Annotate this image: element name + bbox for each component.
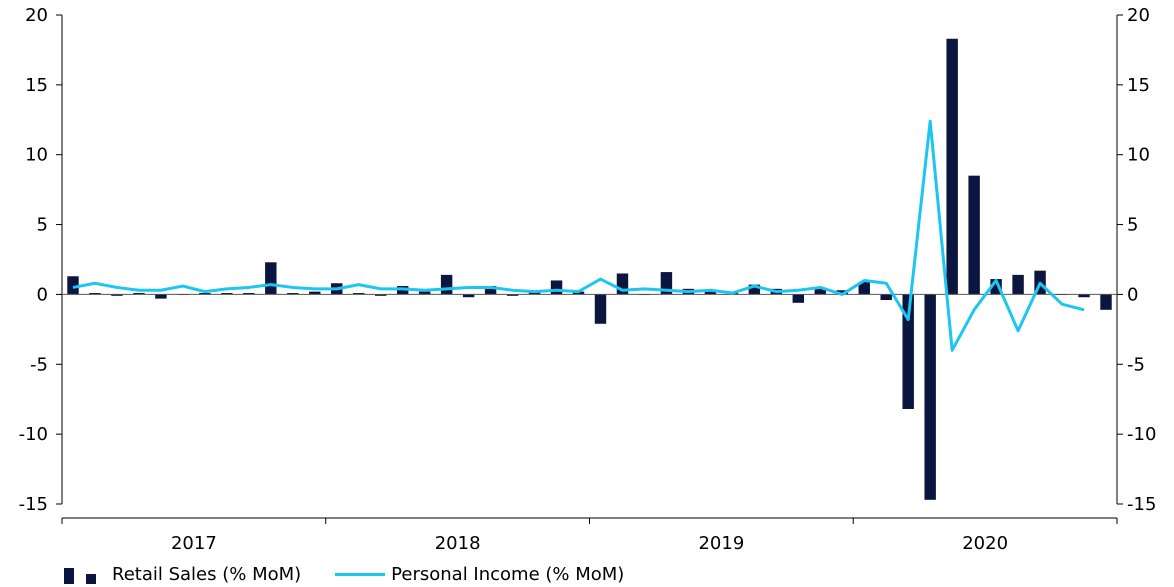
- retail-sales-bar: [1012, 274, 1024, 295]
- retail-sales-bar: [133, 293, 145, 295]
- retail-sales-bar: [792, 294, 805, 303]
- retail-sales-bar: [221, 293, 233, 295]
- retail-sales-bar: [616, 273, 629, 295]
- y-tick-label-right: 5: [1127, 215, 1138, 236]
- retail-sales-bar: [199, 293, 211, 295]
- y-tick-label-right: 10: [1127, 145, 1150, 166]
- retail-sales-bar: [924, 294, 936, 500]
- personal-income-line: [72, 119, 1085, 352]
- retail-sales-bar: [67, 276, 79, 295]
- retail-sales-swatch: [62, 564, 102, 584]
- retail-sales-bar: [902, 294, 914, 409]
- y-axis-left-ticks: 20 15 10 5 0 -5 -10 -15: [19, 5, 63, 515]
- y-axis-right-ticks: 20 15 10 5 0 -5 -10 -15: [1116, 5, 1156, 515]
- retail-sales-bar: [704, 290, 717, 295]
- retail-sales-bar: [418, 291, 431, 295]
- x-tick-label: 2017: [171, 533, 217, 554]
- x-tick-label: 2020: [962, 533, 1008, 554]
- y-tick-label-left: -15: [19, 494, 48, 515]
- y-tick-label-left: 0: [37, 284, 48, 305]
- y-tick-label-left: -5: [30, 354, 48, 375]
- x-axis-labels: 2017 2018 2019 2020: [171, 533, 1008, 554]
- retail-sales-bar: [374, 294, 387, 296]
- retail-sales-bar: [353, 293, 365, 295]
- retail-sales-bar: [462, 294, 475, 298]
- retail-sales-bar: [506, 294, 519, 296]
- y-tick-label-left: -10: [19, 424, 48, 445]
- y-tick-label-right: -15: [1127, 494, 1156, 515]
- retail-sales-bar: [880, 294, 892, 301]
- y-tick-label-left: 5: [37, 215, 48, 236]
- retail-sales-bar: [155, 294, 167, 299]
- retail-sales-bar: [265, 262, 277, 295]
- y-tick-label-left: 10: [25, 145, 48, 166]
- retail-sales-bar: [243, 293, 255, 295]
- retail-sales-bar: [660, 272, 673, 295]
- retail-sales-bar: [550, 280, 563, 295]
- x-tick-label: 2019: [698, 533, 744, 554]
- retail-sales-bar: [1100, 294, 1112, 310]
- retail-sales-bar: [968, 175, 980, 295]
- retail-sales-bar: [89, 293, 101, 295]
- legend-item-personal-income: Personal Income (% MoM): [333, 564, 624, 585]
- retail-sales-bar: [946, 38, 958, 295]
- personal-income-series: [72, 119, 1085, 352]
- legend-item-retail-sales: Retail Sales (% MoM): [62, 564, 301, 585]
- y-tick-label-right: 20: [1127, 5, 1150, 26]
- retail-sales-bar: [858, 281, 870, 295]
- personal-income-swatch: [335, 572, 386, 576]
- y-tick-label-left: 15: [25, 75, 48, 96]
- retail-sales-bar: [814, 287, 826, 295]
- legend-label-retail-sales: Retail Sales (% MoM): [112, 563, 302, 585]
- retail-sales-bar: [990, 279, 1002, 295]
- retail-sales-bar: [748, 284, 761, 295]
- y-tick-label-right: -5: [1127, 354, 1145, 375]
- retail-sales-bar: [484, 286, 497, 295]
- x-tick-label: 2018: [435, 533, 481, 554]
- retail-sales-bar: [1078, 294, 1090, 298]
- x-axis: [61, 517, 1118, 524]
- retail-sales-bar: [111, 294, 123, 296]
- y-tick-label-left: 20: [25, 5, 48, 26]
- retail-sales-bars: [67, 38, 1112, 500]
- legend-label-personal-income: Personal Income (% MoM): [391, 563, 625, 585]
- retail-sales-bar: [594, 294, 607, 324]
- retail-sales-bar: [309, 291, 321, 295]
- retail-sales-bar: [287, 293, 299, 295]
- y-tick-label-right: 15: [1127, 75, 1150, 96]
- y-tick-label-right: -10: [1127, 424, 1156, 445]
- retail-sales-bar: [836, 290, 848, 295]
- legend: Retail Sales (% MoM) Personal Income (% …: [62, 562, 656, 586]
- retail-sales-bar: [440, 274, 453, 295]
- y-tick-label-right: 0: [1127, 284, 1138, 305]
